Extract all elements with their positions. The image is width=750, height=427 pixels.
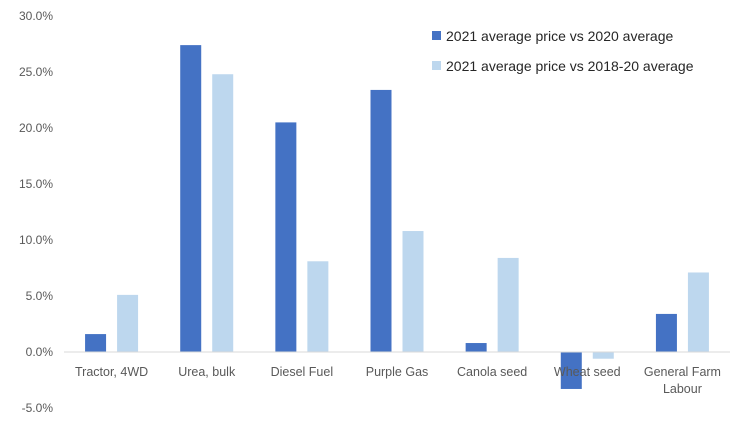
y-tick-label: 10.0% [19,233,53,247]
bar-series-1 [655,313,677,352]
bar-series-1 [370,89,392,353]
bar-series-1 [85,334,107,352]
x-axis-labels: Tractor, 4WD Urea, bulk Diesel Fuel Purple … [75,365,721,396]
bar-series-1 [180,45,202,353]
category-label: Diesel Fuel [271,365,334,379]
bar-series-2 [212,74,234,353]
bar-series-1 [275,122,297,353]
bar-series-1 [560,352,582,389]
category-label: Wheat seed [554,365,621,379]
bar-series-2 [307,261,329,352]
y-tick-label: 15.0% [19,177,53,191]
y-tick-label: 30.0% [19,9,53,23]
bar-series-2 [402,231,424,352]
y-tick-label: 25.0% [19,65,53,79]
category-label: General Farm [644,365,721,379]
bars [85,45,709,389]
y-tick-label: -5.0% [22,401,54,415]
y-axis: -5.0% 0.0% 5.0% 10.0% 15.0% 20.0% 25.0% 30.0% [19,9,53,415]
category-label: Urea, bulk [178,365,236,379]
legend-swatch [432,61,441,70]
bar-series-2 [497,257,519,352]
bar-series-1 [465,343,487,352]
legend-label: 2021 average price vs 2020 average [446,28,673,44]
bar-series-2 [592,352,614,359]
y-tick-label: 5.0% [26,289,54,303]
category-label: Tractor, 4WD [75,365,148,379]
bar-series-2 [117,294,139,352]
y-tick-label: 0.0% [26,345,54,359]
legend-label: 2021 average price vs 2018-20 average [446,58,694,74]
legend: 2021 average price vs 2020 average 2021 a… [432,28,694,74]
category-label: Labour [663,382,702,396]
category-label: Canola seed [457,365,527,379]
legend-swatch [432,31,441,40]
category-label: Purple Gas [366,365,429,379]
y-tick-label: 20.0% [19,121,53,135]
bar-series-2 [687,272,709,352]
